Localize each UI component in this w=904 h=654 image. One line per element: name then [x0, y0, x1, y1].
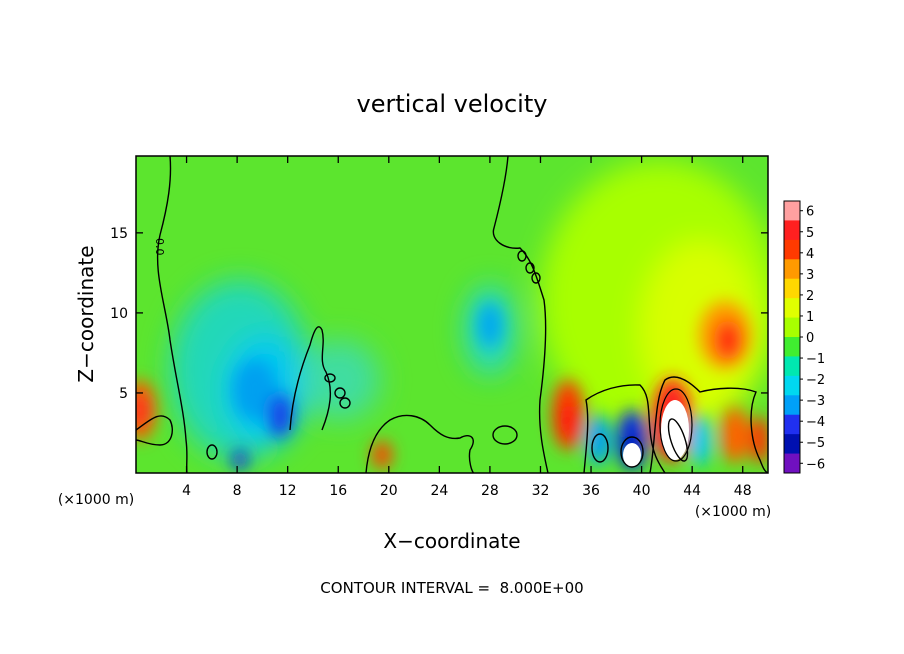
x-tick-label: 20: [380, 483, 398, 499]
contour-line: [525, 262, 535, 274]
colorbar-label: −5: [806, 436, 825, 451]
x-tick-label: 16: [329, 483, 347, 499]
chart-title: vertical velocity: [357, 90, 548, 118]
colorbar-label: 2: [806, 289, 814, 304]
colorbar: 6 5 4 3 2 1 0 −1 −2 −3 −4 −5 −6: [783, 200, 825, 474]
field-cores: [136, 301, 768, 470]
colorbar-swatch: [784, 375, 800, 396]
contour-line: [339, 397, 351, 409]
colorbar-swatch: [784, 414, 800, 435]
contour-line: [206, 444, 218, 460]
colorbar-label: −2: [806, 373, 825, 388]
contour-line: [492, 425, 518, 445]
colorbar-swatch: [784, 278, 800, 299]
contour-line: [136, 415, 173, 446]
x-tick-label: 32: [532, 483, 550, 499]
x-tick-label: 4: [182, 483, 191, 499]
colorbar-label: 4: [806, 247, 814, 262]
contour-line: [591, 433, 609, 463]
x-tick-label: 40: [633, 483, 651, 499]
colorbar-swatch: [784, 337, 800, 357]
contour-label: 0.0: [153, 238, 166, 256]
colorbar-swatch: [784, 395, 800, 416]
x-axis: 4 8 12 16 20 24 28 32 36 40 44 48: [182, 156, 752, 499]
colorbar-swatch: [784, 259, 800, 280]
x-tick-label: 48: [734, 483, 752, 499]
zero-contours: [136, 156, 768, 473]
contour-line: [620, 436, 644, 468]
colorbar-label: −6: [806, 457, 825, 472]
contour-line: [324, 373, 336, 383]
contour-line: [492, 156, 549, 473]
y-axis-label: Z−coordinate: [74, 245, 98, 382]
contour-line: [289, 326, 332, 431]
x-tick-label: 44: [683, 483, 701, 499]
contour-line: [659, 388, 693, 462]
x-tick-label: 36: [582, 483, 600, 499]
colorbar-swatch: [784, 434, 800, 455]
y-tick-label: 5: [119, 386, 128, 402]
colorbar-label: 0: [806, 331, 814, 346]
colorbar-label: −4: [806, 415, 825, 430]
contour-interval-text: CONTOUR INTERVAL = 8.000E+00: [320, 579, 583, 597]
contour-line: [667, 418, 689, 462]
colorbar-swatch: [784, 201, 800, 221]
contour-line: [334, 387, 346, 399]
x-tick-label: 24: [430, 483, 448, 499]
colorbar-swatch: [784, 220, 800, 241]
colorbar-label: 3: [806, 268, 814, 283]
colorbar-label: 6: [806, 205, 814, 220]
contour-line: [156, 156, 188, 473]
field-shading: [170, 160, 768, 460]
x-tick-label: 28: [481, 483, 499, 499]
plot-area: 0.0: [136, 156, 768, 473]
contour-labels: 0.0: [153, 238, 166, 256]
contour-line: [365, 414, 475, 473]
min-core: [623, 443, 641, 467]
y-tick-label: 10: [110, 306, 128, 322]
colorbar-swatch: [784, 298, 800, 319]
colorbar-label: −3: [806, 394, 825, 409]
contour-line: [531, 272, 541, 284]
colorbar-label: 1: [806, 310, 814, 325]
contour-line: [517, 250, 527, 262]
max-core: [661, 400, 689, 460]
colorbar-swatch: [784, 317, 800, 338]
x-unit-right: (×1000 m): [695, 504, 771, 520]
colorbar-label: −1: [806, 352, 825, 367]
x-axis-label: X−coordinate: [383, 529, 520, 553]
x-tick-label: 12: [279, 483, 297, 499]
colorbar-swatch: [784, 356, 800, 377]
x-unit-left: (×1000 m): [58, 492, 134, 508]
y-axis: 5 10 15: [110, 226, 768, 402]
colorbar-swatch: [784, 453, 800, 474]
y-tick-label: 15: [110, 226, 128, 242]
plot-frame: [135, 155, 769, 474]
colorbar-swatch: [784, 239, 800, 260]
contour-line: [649, 376, 768, 473]
x-tick-label: 8: [233, 483, 242, 499]
colorbar-label: 5: [806, 226, 814, 241]
